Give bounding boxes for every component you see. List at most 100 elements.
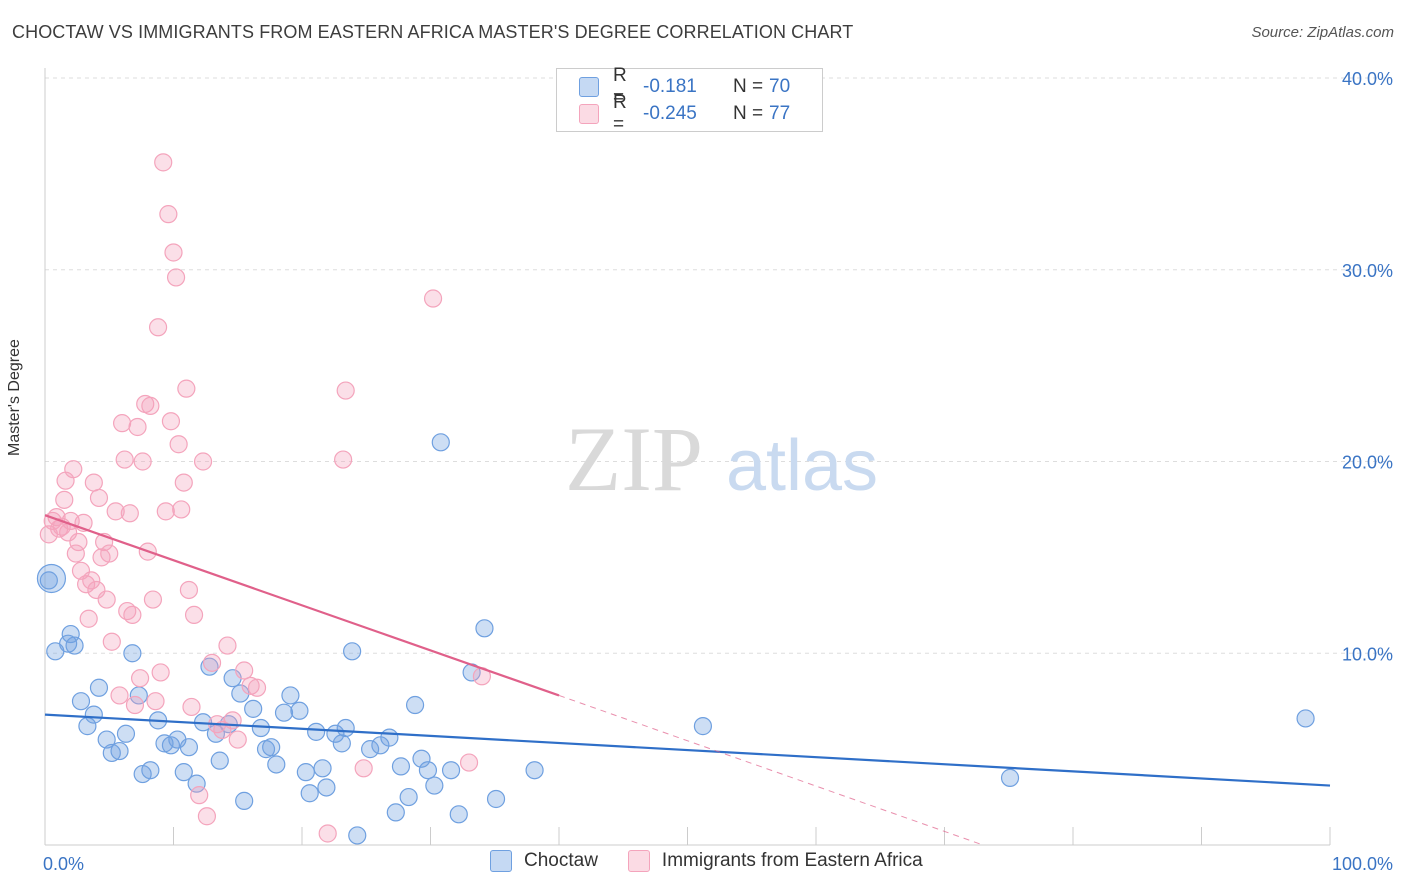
trend-lines: [44, 514, 1331, 846]
eastern-africa-point: [143, 590, 163, 609]
choctaw-point: [399, 787, 418, 807]
choctaw-point: [300, 784, 319, 803]
choctaw-point: [187, 774, 206, 793]
y-tick-label: 40.0%: [1342, 69, 1393, 89]
choctaw-point: [336, 718, 355, 738]
eastern-africa-point: [235, 661, 254, 680]
eastern-africa-point: [84, 473, 103, 492]
choctaw-point: [386, 803, 405, 822]
watermark: ZIP atlas: [565, 408, 878, 510]
eastern-africa-point: [120, 504, 139, 523]
choctaw-point: [425, 776, 444, 795]
choctaw-point: [332, 734, 351, 753]
eastern-africa-point: [82, 571, 101, 590]
eastern-africa-point: [334, 450, 353, 469]
eastern-africa-point: [184, 605, 204, 625]
chart-title: CHOCTAW VS IMMIGRANTS FROM EASTERN AFRIC…: [12, 22, 854, 42]
eastern-africa-point: [146, 692, 165, 711]
eastern-africa-point: [164, 243, 183, 262]
choctaw-point: [210, 751, 229, 770]
eastern-africa-point: [112, 414, 132, 433]
stats-legend: R = -0.181 N = 70 R = -0.245 N = 77: [556, 65, 823, 135]
eastern-africa-point: [110, 686, 129, 705]
eastern-africa-point: [79, 609, 98, 628]
choctaw-point: [97, 730, 116, 749]
choctaw-point: [39, 571, 58, 590]
choctaw-point: [380, 728, 399, 747]
choctaw-point: [251, 718, 270, 738]
eastern-africa-point: [177, 379, 196, 398]
eastern-africa-trend-extension: [558, 694, 984, 846]
watermark-zip: ZIP: [565, 408, 703, 510]
choctaw-point: [231, 684, 250, 703]
choctaw-point: [281, 686, 300, 705]
choctaw-point: [525, 761, 544, 780]
choctaw-point: [267, 755, 286, 774]
legend-item-eastern-africa[interactable]: Immigrants from Eastern Africa: [627, 850, 923, 872]
choctaw-point: [405, 695, 425, 715]
eastern-africa-point: [166, 268, 186, 287]
choctaw-point: [36, 563, 67, 594]
source-credit: Source: ZipAtlas.com: [1251, 24, 1394, 41]
series-legend: Choctaw Immigrants from Eastern Africa: [490, 850, 953, 872]
choctaw-point: [475, 619, 494, 638]
stats-row-eastern-africa: R = -0.245 N = 77: [579, 92, 790, 135]
eastern-africa-point: [228, 730, 247, 749]
eastern-africa-point: [125, 695, 145, 715]
eastern-africa-point: [161, 412, 181, 431]
choctaw-point: [431, 433, 450, 452]
eastern-africa-point: [156, 502, 175, 521]
legend-item-choctaw[interactable]: Choctaw: [490, 850, 598, 872]
choctaw-point: [274, 703, 294, 722]
eastern-africa-point: [172, 500, 191, 519]
choctaw-point: [65, 636, 84, 655]
choctaw-point: [486, 789, 506, 809]
eastern-africa-point: [459, 753, 479, 772]
data-points: [36, 153, 1315, 845]
choctaw-point: [61, 624, 80, 644]
choctaw-point: [1296, 709, 1315, 728]
r-label: R =: [613, 92, 627, 135]
y-tick-label: 10.0%: [1342, 644, 1393, 664]
eastern-africa-point: [55, 490, 74, 509]
eastern-africa-point: [151, 663, 170, 682]
choctaw-point: [348, 826, 367, 845]
n-label: N =: [733, 103, 764, 124]
legend-swatch-choctaw: [490, 850, 512, 872]
eastern-africa-point: [102, 632, 121, 651]
eastern-africa-point: [106, 502, 125, 521]
eastern-africa-point: [89, 488, 109, 508]
eastern-africa-point: [190, 786, 209, 805]
eastern-africa-point: [174, 473, 193, 492]
x-tick-label: 100.0%: [1332, 854, 1393, 874]
eastern-africa-point: [197, 807, 217, 826]
eastern-africa-point: [64, 460, 83, 479]
eastern-africa-point: [318, 824, 337, 843]
eastern-africa-point: [202, 653, 222, 672]
choctaw-point: [343, 642, 362, 661]
eastern-africa-point: [193, 452, 213, 471]
n-value: 70: [769, 76, 791, 97]
eastern-africa-point: [354, 759, 373, 778]
choctaw-point: [174, 763, 193, 782]
choctaw-point: [71, 692, 91, 711]
eastern-africa-point: [154, 153, 173, 172]
choctaw-point: [449, 805, 468, 824]
y-tick-label: 20.0%: [1342, 453, 1393, 473]
eastern-africa-point: [69, 532, 88, 552]
choctaw-point: [290, 701, 309, 720]
y-tick-label: 30.0%: [1342, 261, 1393, 281]
choctaw-point: [1000, 768, 1020, 787]
legend-label-eastern-africa: Immigrants from Eastern Africa: [661, 850, 923, 871]
choctaw-point: [693, 717, 713, 736]
choctaw-point: [296, 763, 315, 782]
choctaw-point: [179, 738, 199, 757]
eastern-africa-point: [218, 636, 237, 655]
choctaw-point: [313, 759, 332, 778]
eastern-africa-point: [66, 544, 85, 563]
choctaw-point: [391, 757, 411, 776]
choctaw-point: [235, 791, 254, 810]
eastern-africa-point: [169, 435, 188, 454]
grid-lines: [45, 77, 1392, 654]
